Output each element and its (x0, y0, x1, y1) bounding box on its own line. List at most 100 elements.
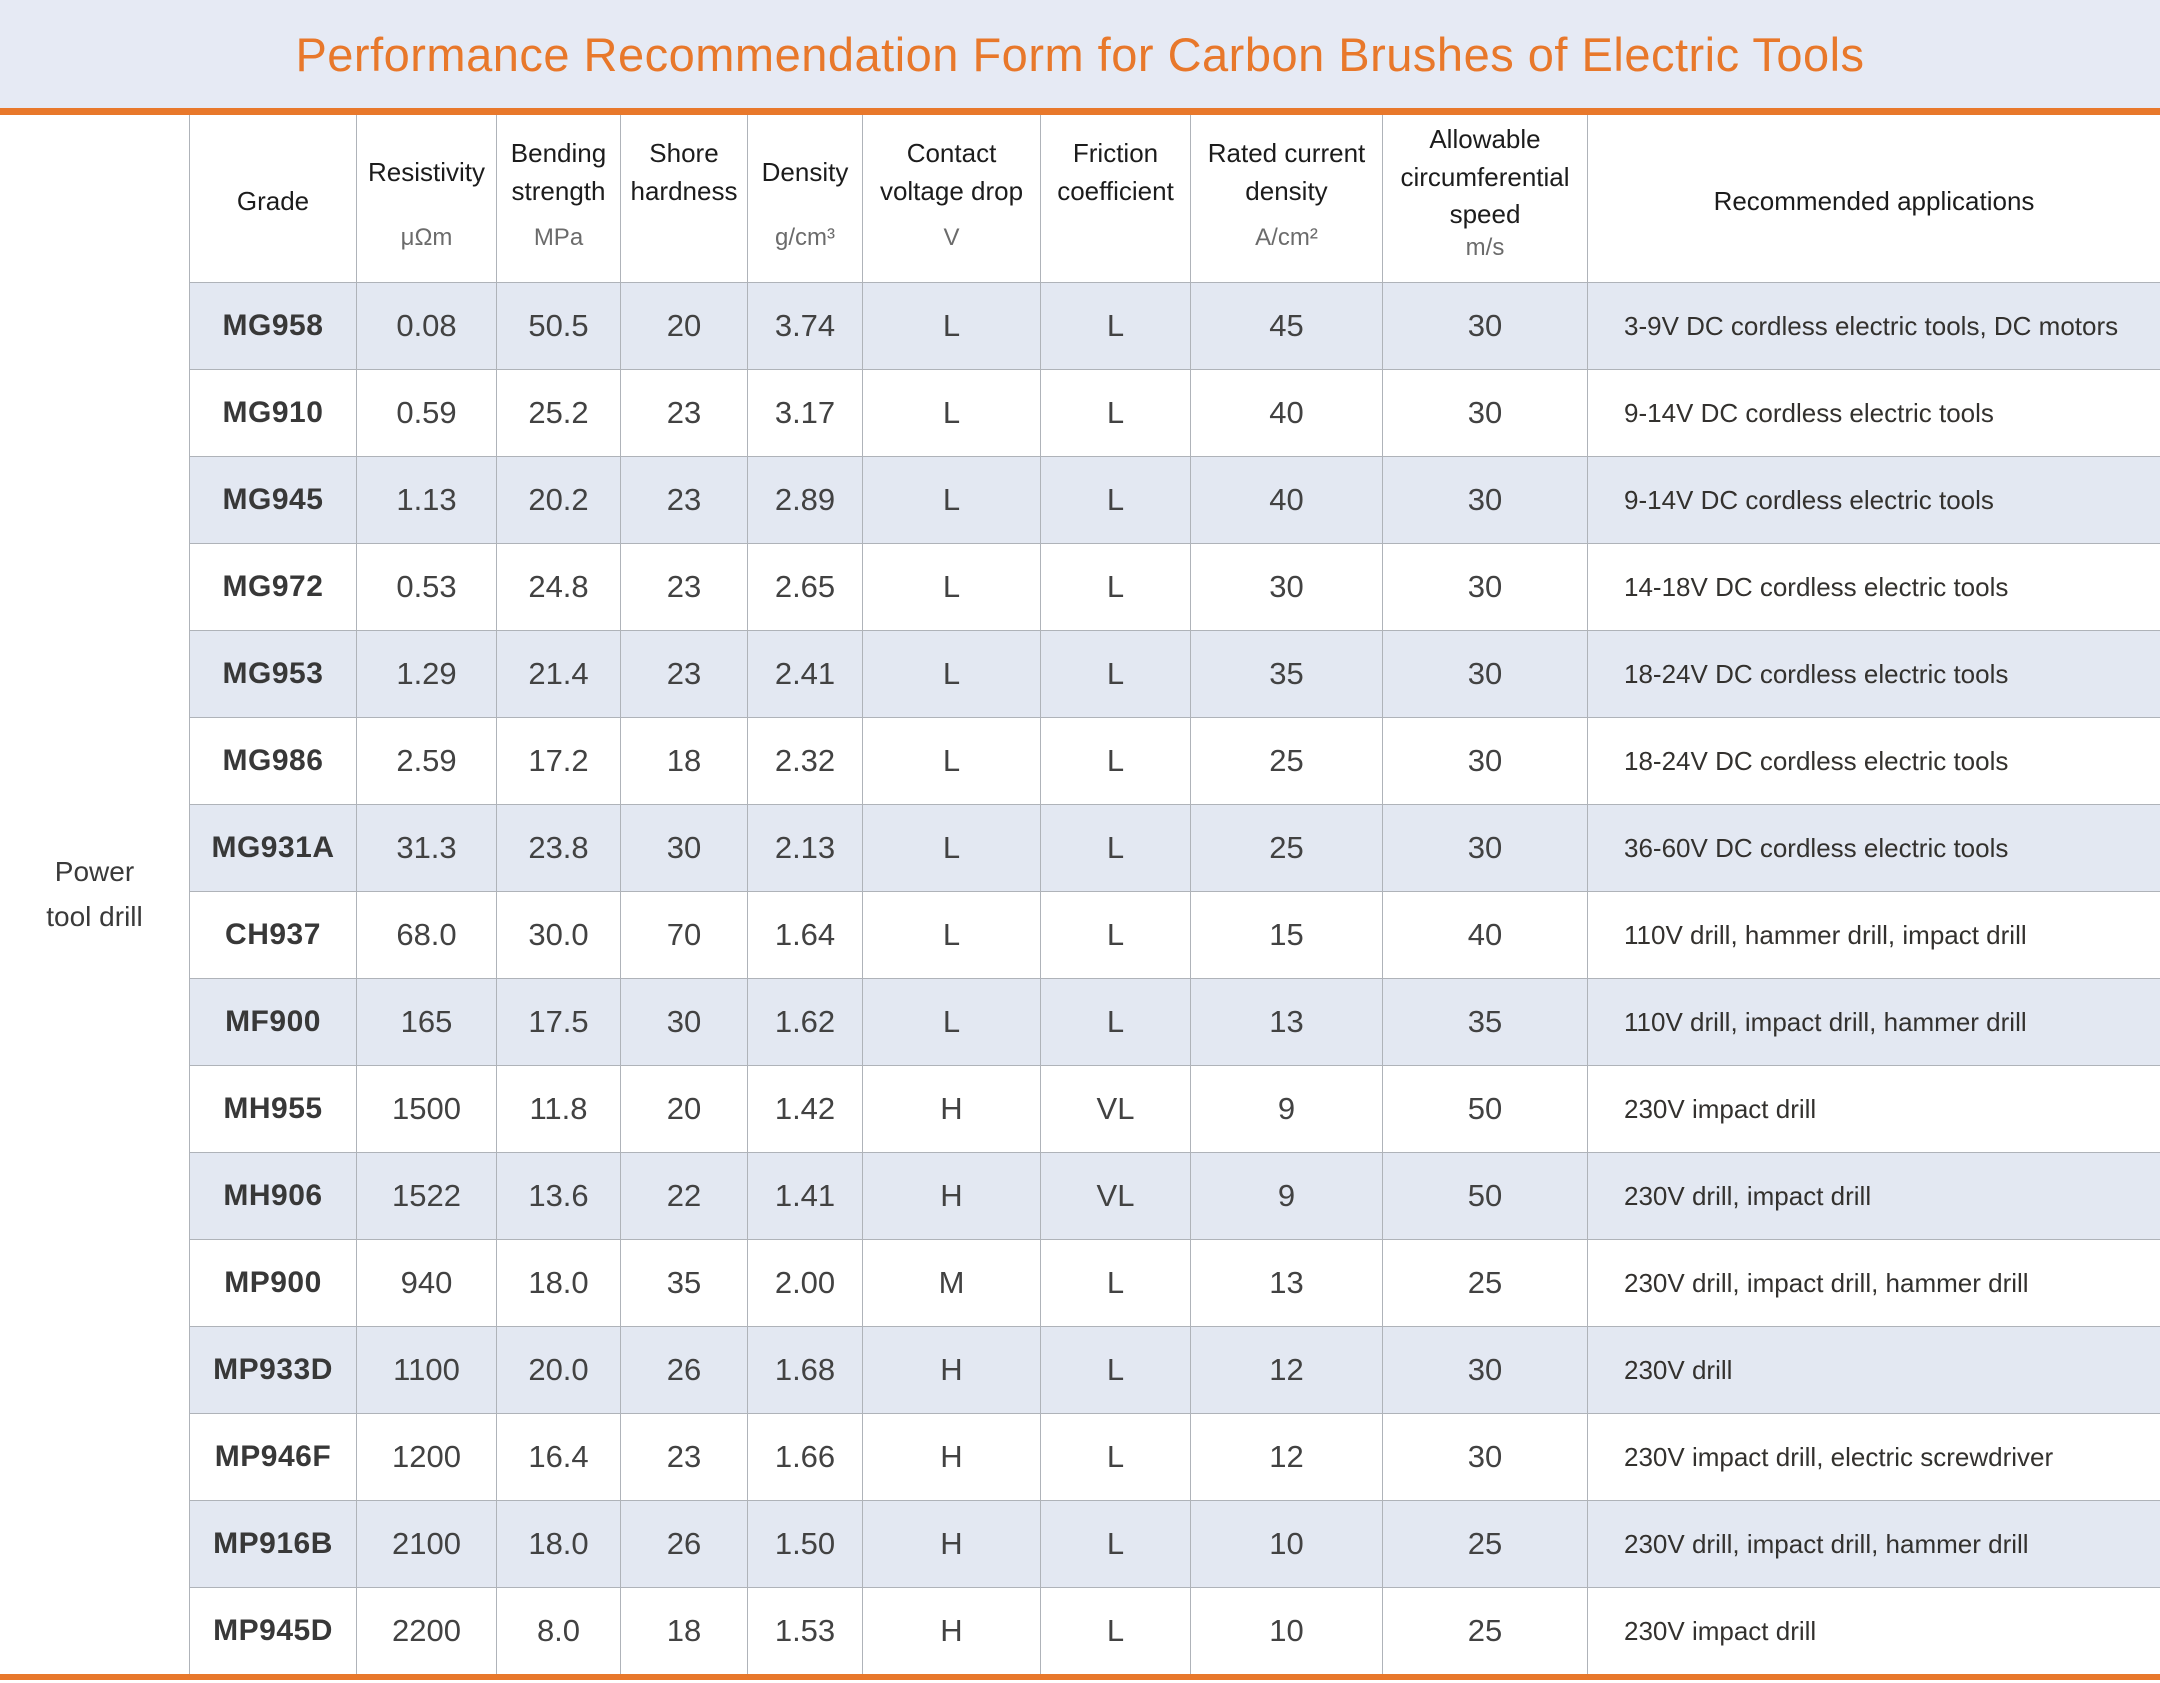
column-label: Friction coefficient (1057, 137, 1174, 206)
column-header-shore_hardness: Shore hardness (620, 115, 747, 282)
accent-divider (0, 108, 2160, 115)
cell-shore_hardness: 23 (620, 456, 747, 543)
cell-resistivity: 2200 (356, 1587, 496, 1674)
cell-shore_hardness: 23 (620, 1413, 747, 1500)
cell-bending_strength: 13.6 (496, 1152, 620, 1239)
cell-recommended_applications: 230V impact drill (1587, 1587, 2160, 1674)
cell-rated_current_density: 12 (1190, 1326, 1382, 1413)
cell-bending_strength: 50.5 (496, 282, 620, 369)
cell-bending_strength: 8.0 (496, 1587, 620, 1674)
cell-density: 1.66 (747, 1413, 862, 1500)
performance-table: Power tool drill Grade Resistivity μΩm Bend… (0, 115, 2160, 1674)
title-band: Performance Recommendation Form for Carb… (0, 0, 2160, 108)
cell-density: 2.13 (747, 804, 862, 891)
cell-friction_coefficient: L (1040, 543, 1190, 630)
cell-grade: MF900 (189, 978, 356, 1065)
cell-shore_hardness: 22 (620, 1152, 747, 1239)
cell-rated_current_density: 13 (1190, 978, 1382, 1065)
cell-allowable_circumferential_speed: 25 (1382, 1500, 1587, 1587)
cell-recommended_applications: 110V drill, hammer drill, impact drill (1587, 891, 2160, 978)
cell-shore_hardness: 30 (620, 978, 747, 1065)
cell-contact_voltage_drop: M (862, 1239, 1040, 1326)
cell-bending_strength: 23.8 (496, 804, 620, 891)
cell-density: 1.41 (747, 1152, 862, 1239)
cell-density: 2.89 (747, 456, 862, 543)
cell-friction_coefficient: VL (1040, 1065, 1190, 1152)
cell-contact_voltage_drop: H (862, 1065, 1040, 1152)
cell-grade: MP933D (189, 1326, 356, 1413)
cell-grade: MG945 (189, 456, 356, 543)
cell-recommended_applications: 3-9V DC cordless electric tools, DC moto… (1587, 282, 2160, 369)
cell-shore_hardness: 23 (620, 369, 747, 456)
cell-contact_voltage_drop: L (862, 717, 1040, 804)
cell-grade: MH906 (189, 1152, 356, 1239)
cell-recommended_applications: 230V drill, impact drill (1587, 1152, 2160, 1239)
column-label: Density (761, 156, 849, 187)
cell-friction_coefficient: L (1040, 369, 1190, 456)
cell-rated_current_density: 9 (1190, 1152, 1382, 1239)
cell-resistivity: 1100 (356, 1326, 496, 1413)
cell-bending_strength: 30.0 (496, 891, 620, 978)
cell-friction_coefficient: L (1040, 804, 1190, 891)
column-header-friction_coefficient: Friction coefficient (1040, 115, 1190, 282)
cell-rated_current_density: 40 (1190, 369, 1382, 456)
column-header-grade: Grade (189, 115, 356, 282)
cell-density: 2.65 (747, 543, 862, 630)
cell-friction_coefficient: L (1040, 891, 1190, 978)
cell-bending_strength: 18.0 (496, 1500, 620, 1587)
cell-friction_coefficient: VL (1040, 1152, 1190, 1239)
cell-density: 1.62 (747, 978, 862, 1065)
cell-allowable_circumferential_speed: 35 (1382, 978, 1587, 1065)
cell-shore_hardness: 20 (620, 282, 747, 369)
cell-density: 2.00 (747, 1239, 862, 1326)
cell-rated_current_density: 30 (1190, 543, 1382, 630)
cell-bending_strength: 20.0 (496, 1326, 620, 1413)
cell-grade: MH955 (189, 1065, 356, 1152)
bottom-accent-line (0, 1674, 2160, 1680)
cell-resistivity: 1.13 (356, 456, 496, 543)
cell-shore_hardness: 23 (620, 543, 747, 630)
column-unit: μΩm (400, 224, 453, 251)
cell-contact_voltage_drop: L (862, 369, 1040, 456)
cell-density: 2.41 (747, 630, 862, 717)
column-label: Allowable circumferential speed (1400, 124, 1570, 230)
cell-resistivity: 0.08 (356, 282, 496, 369)
cell-allowable_circumferential_speed: 30 (1382, 456, 1587, 543)
cell-contact_voltage_drop: H (862, 1413, 1040, 1500)
category-cell-power-tool-drill: Power tool drill (0, 115, 189, 1674)
cell-rated_current_density: 15 (1190, 891, 1382, 978)
column-unit: MPa (533, 224, 584, 251)
cell-density: 1.42 (747, 1065, 862, 1152)
cell-allowable_circumferential_speed: 30 (1382, 1413, 1587, 1500)
cell-recommended_applications: 230V impact drill (1587, 1065, 2160, 1152)
cell-recommended_applications: 9-14V DC cordless electric tools (1587, 369, 2160, 456)
cell-allowable_circumferential_speed: 25 (1382, 1587, 1587, 1674)
cell-resistivity: 31.3 (356, 804, 496, 891)
cell-allowable_circumferential_speed: 30 (1382, 717, 1587, 804)
cell-bending_strength: 11.8 (496, 1065, 620, 1152)
cell-friction_coefficient: L (1040, 456, 1190, 543)
column-header-contact_voltage_drop: Contact voltage drop V (862, 115, 1040, 282)
column-header-recommended_applications: Recommended applications (1587, 115, 2160, 282)
cell-contact_voltage_drop: L (862, 282, 1040, 369)
cell-resistivity: 1500 (356, 1065, 496, 1152)
cell-shore_hardness: 26 (620, 1500, 747, 1587)
column-header-rated_current_density: Rated current density A/cm² (1190, 115, 1382, 282)
cell-bending_strength: 21.4 (496, 630, 620, 717)
cell-allowable_circumferential_speed: 30 (1382, 630, 1587, 717)
cell-grade: MG931A (189, 804, 356, 891)
cell-rated_current_density: 25 (1190, 804, 1382, 891)
cell-grade: MG986 (189, 717, 356, 804)
cell-density: 1.50 (747, 1500, 862, 1587)
cell-contact_voltage_drop: L (862, 891, 1040, 978)
cell-density: 2.32 (747, 717, 862, 804)
cell-recommended_applications: 110V drill, impact drill, hammer drill (1587, 978, 2160, 1065)
column-unit: g/cm³ (775, 224, 835, 251)
cell-contact_voltage_drop: H (862, 1587, 1040, 1674)
cell-bending_strength: 16.4 (496, 1413, 620, 1500)
cell-rated_current_density: 25 (1190, 717, 1382, 804)
cell-shore_hardness: 30 (620, 804, 747, 891)
cell-friction_coefficient: L (1040, 282, 1190, 369)
cell-contact_voltage_drop: L (862, 978, 1040, 1065)
